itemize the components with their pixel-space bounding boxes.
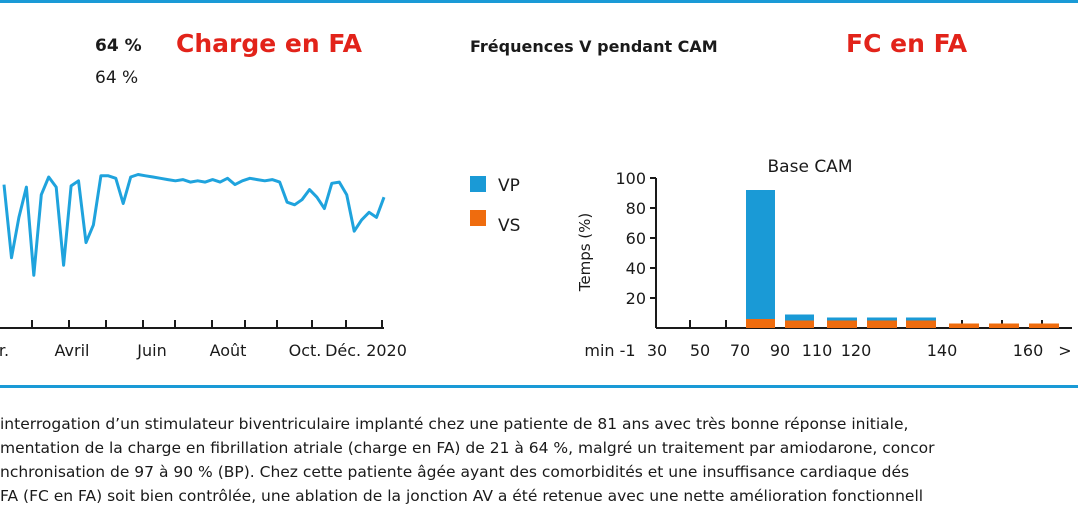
bar-chart-x-label-0: min -1 xyxy=(584,341,635,360)
bar-chart-x-label-1: 30 xyxy=(647,341,667,360)
bar-chart-x-label-4: 90 xyxy=(770,341,790,360)
bar-vs-120-130 xyxy=(867,320,897,328)
bar-vs-160-170 xyxy=(1029,323,1059,328)
middle-rule xyxy=(0,385,1078,388)
bar-chart-x-label-2: 50 xyxy=(690,341,710,360)
charge-title: Charge en FA xyxy=(176,29,362,58)
bar-vs-130-140 xyxy=(906,320,936,328)
charge-percent-bold: 64 % xyxy=(95,36,142,56)
charge-series-line xyxy=(2,173,386,277)
bar-chart-x-label-6: 120 xyxy=(841,341,872,360)
bar-vp-130-140 xyxy=(906,317,936,321)
bar-vs-110-120 xyxy=(827,320,857,328)
bar-vs-90-110 xyxy=(785,320,814,328)
bar-chart-x-label-5: 110 xyxy=(802,341,833,360)
line-chart-x-label-2: Juin xyxy=(136,341,166,360)
caption-line-2: mentation de la charge en fibrillation a… xyxy=(0,439,935,457)
bar-vp-110-120 xyxy=(827,317,857,321)
line-chart-x-label-0: r. xyxy=(0,341,9,360)
caption-line-4: FA (FC en FA) soit bien contrôlée, une a… xyxy=(0,487,924,505)
bar-vp-90-110 xyxy=(785,314,814,321)
fc-title: FC en FA xyxy=(846,29,968,58)
legend-vs-label: VS xyxy=(498,216,520,236)
bar-chart-y-label-1: 40 xyxy=(626,259,646,278)
legend-vp-label: VP xyxy=(498,176,520,196)
legend-vs-swatch xyxy=(470,210,486,226)
bar-chart-x-label-7: 140 xyxy=(927,341,958,360)
bar-vp-120-130 xyxy=(867,317,897,321)
line-chart-x-label-4: Oct. xyxy=(289,341,322,360)
bar-chart-x-label-3: 70 xyxy=(730,341,750,360)
bar-vs-150-160 xyxy=(989,323,1019,328)
bar-chart-x-label-9: > xyxy=(1058,341,1071,360)
bar-vs-140-150 xyxy=(949,323,979,328)
frequencies-title: Fréquences V pendant CAM xyxy=(470,37,718,56)
line-chart-x-label-3: Août xyxy=(210,341,247,360)
bar-chart-y-label-4: 100 xyxy=(615,169,646,188)
bar-chart-title: Base CAM xyxy=(768,157,853,177)
top-rule xyxy=(0,0,1078,3)
bar-chart-y-label-2: 60 xyxy=(626,229,646,248)
bar-chart-y-label-3: 80 xyxy=(626,199,646,218)
figure-caption: interrogation d’un stimulateur biventric… xyxy=(0,412,1078,508)
bar-vp-70-90 xyxy=(746,190,775,319)
line-chart-x-label-5: Déc. 2020 xyxy=(325,341,407,360)
charts-canvas: r. Avril Juin Août Oct. Déc. 2020 20 40 60 80 100 T… xyxy=(0,157,1072,360)
bar-chart-y-title: Temps (%) xyxy=(576,213,594,293)
bar-chart-y-label-0: 20 xyxy=(626,289,646,308)
bar-vs-70-90 xyxy=(746,319,775,328)
line-chart-x-label-1: Avril xyxy=(55,341,90,360)
caption-line-3: nchronisation de 97 à 90 % (BP). Chez ce… xyxy=(0,463,910,481)
legend-vp-swatch xyxy=(470,176,486,192)
charge-percent: 64 % xyxy=(95,68,139,88)
bar-chart-x-label-8: 160 xyxy=(1013,341,1044,360)
caption-line-1: interrogation d’un stimulateur biventric… xyxy=(0,415,909,433)
